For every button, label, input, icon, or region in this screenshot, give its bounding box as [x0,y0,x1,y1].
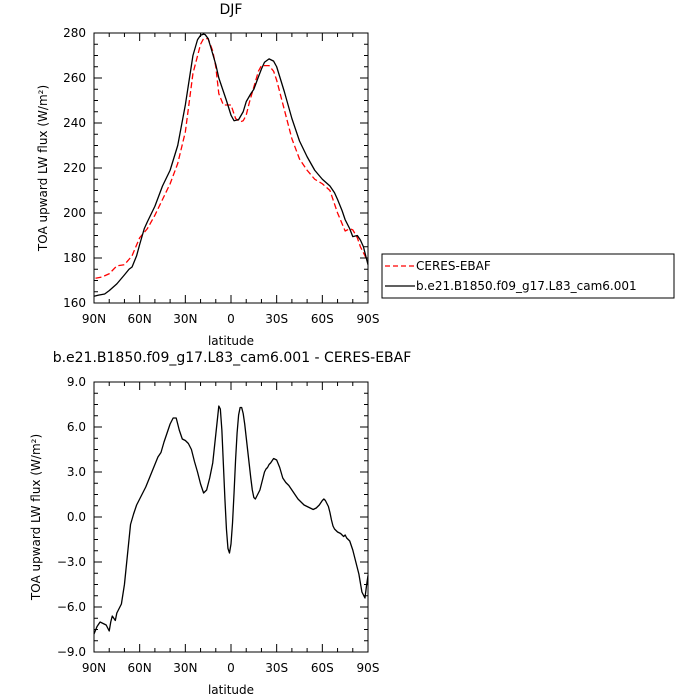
top-y-tick-label: 220 [63,161,86,175]
bottom-x-axis-label: latitude [208,683,254,697]
bottom-x-tick-label: 60S [311,661,334,675]
top-x-tick-label: 30N [173,312,197,326]
bottom-panel: b.e21.B1850.f09_g17.L83_cam6.001 - CERES… [29,350,411,697]
bottom-y-tick-label: 3.0 [67,465,86,479]
bottom-x-tick-label: 90N [82,661,106,675]
top-y-tick-label: 260 [63,71,86,85]
top-plot-lines [93,33,369,297]
top-series-line-0 [95,37,369,279]
bottom-x-tick-label: 30S [265,661,288,675]
top-x-tick-label: 90S [357,312,380,326]
bottom-series-line-0 [93,405,369,635]
bottom-plot-frame [93,381,369,653]
top-y-tick-label: 280 [63,26,86,40]
top-axis-ticks: 90N 60N 30N 0 30S 60S 90S 160 180 200 220 240 260 280 [63,26,379,326]
bottom-y-tick-label: 6.0 [67,420,86,434]
bottom-x-tick-label: 0 [227,661,235,675]
top-panel: DJF 90N 60N 30N 0 30S 60S 90S 160 180 200 220 240 26… [36,2,675,348]
top-x-axis-label: latitude [208,334,254,348]
bottom-y-tick-label: −3.0 [57,555,86,569]
legend-label-ceres: CERES-EBAF [416,259,491,273]
bottom-chart-title: b.e21.B1850.f09_g17.L83_cam6.001 - CERES… [53,350,412,366]
top-chart-title: DJF [220,2,243,18]
top-x-tick-label: 90N [82,312,106,326]
bottom-x-tick-label: 30N [173,661,197,675]
top-y-tick-label: 180 [63,251,86,265]
bottom-x-tick-label: 60N [128,661,152,675]
top-x-tick-label: 30S [265,312,288,326]
top-y-tick-label: 200 [63,206,86,220]
bottom-axis-ticks: 90N 60N 30N 0 30S 60S 90S −9.0 −6.0 −3.0 0.0 3.0 6.0… [57,375,380,675]
bottom-y-tick-label: −6.0 [57,600,86,614]
top-series-line-1 [93,33,369,297]
bottom-y-tick-label: 9.0 [67,375,86,389]
top-x-tick-label: 60S [311,312,334,326]
bottom-plot-lines [93,405,369,635]
top-y-axis-label: TOA upward LW flux (W/m²) [36,85,50,252]
legend-box [381,253,675,299]
top-y-tick-label: 160 [63,296,86,310]
bottom-x-tick-label: 90S [357,661,380,675]
top-x-tick-label: 60N [128,312,152,326]
top-plot-frame [93,32,369,304]
bottom-y-axis-label: TOA upward LW flux (W/m²) [29,434,43,601]
top-y-tick-label: 240 [63,116,86,130]
legend: CERES-EBAF b.e21.B1850.f09_g17.L83_cam6.… [381,253,675,299]
bottom-y-tick-label: 0.0 [67,510,86,524]
bottom-y-tick-label: −9.0 [57,645,86,659]
top-x-tick-label: 0 [227,312,235,326]
legend-label-model: b.e21.B1850.f09_g17.L83_cam6.001 [416,279,637,293]
